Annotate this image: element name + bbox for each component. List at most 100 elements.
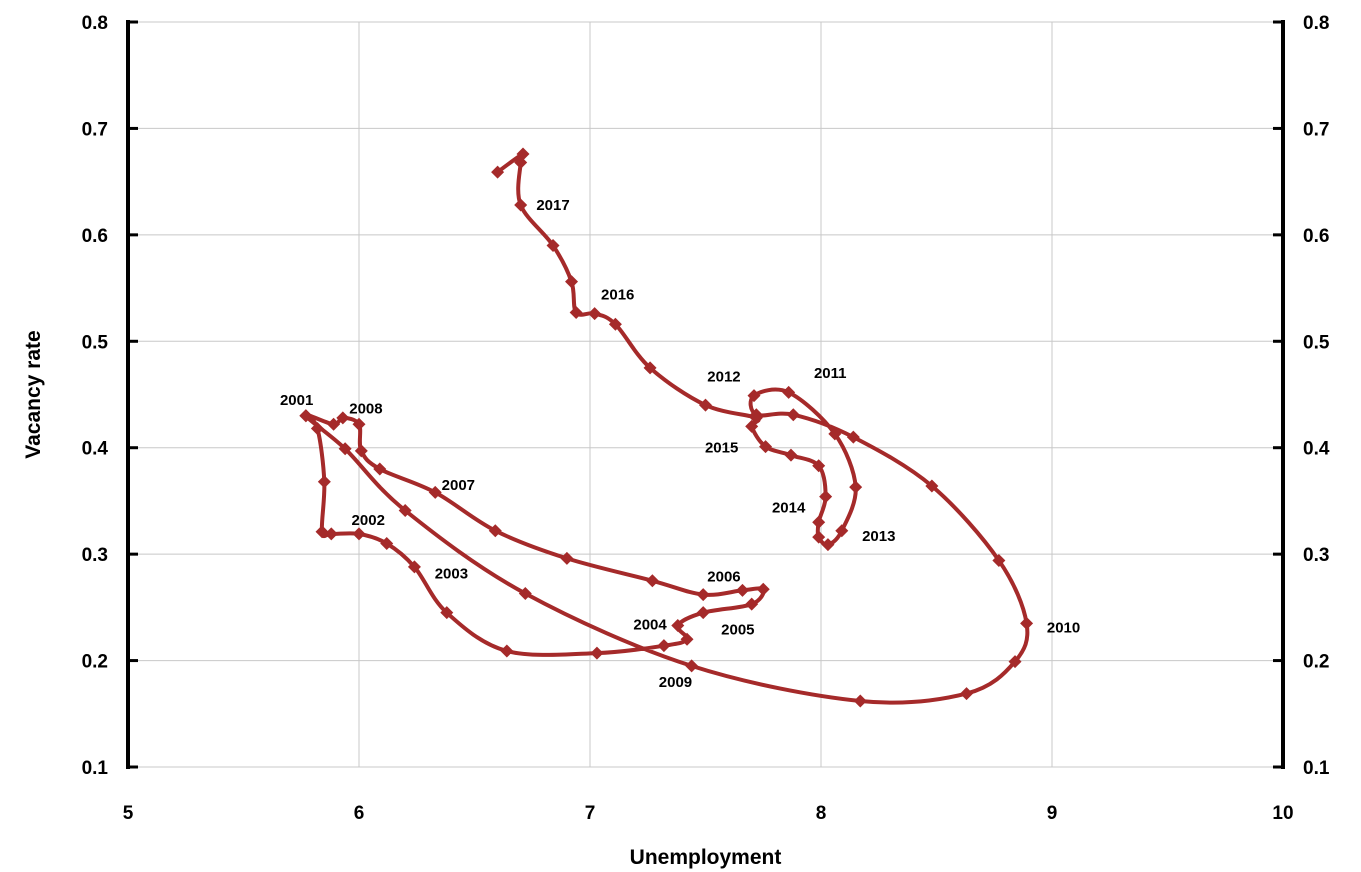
data-point-marker (960, 687, 974, 701)
year-label: 2001 (280, 392, 313, 409)
year-label: 2011 (814, 365, 847, 382)
data-point-marker (992, 554, 1006, 568)
data-point-marker (1008, 655, 1022, 669)
year-label: 2007 (442, 477, 475, 494)
data-point-marker (671, 618, 685, 632)
data-point-marker (696, 606, 710, 620)
year-label: 2010 (1047, 620, 1080, 637)
x-tick-label: 5 (123, 803, 134, 824)
data-point-marker (1020, 616, 1034, 630)
data-point-marker (569, 306, 583, 320)
x-axis-title: Unemployment (630, 846, 782, 869)
y-tick-label-left: 0.6 (82, 226, 108, 247)
y-tick-label-left: 0.2 (82, 652, 108, 673)
data-point-marker (317, 475, 331, 489)
data-point-marker (338, 442, 352, 456)
year-label: 2017 (536, 197, 569, 214)
y-tick-label-right: 0.1 (1303, 758, 1330, 779)
data-point-marker (749, 411, 763, 425)
data-point-marker (398, 504, 412, 518)
data-point-marker (491, 165, 505, 179)
data-point-marker (327, 417, 341, 431)
data-point-marker (812, 530, 826, 544)
year-label: 2004 (633, 616, 667, 633)
data-point-marker (657, 639, 671, 653)
data-point-marker (428, 485, 442, 499)
y-tick-labels-right: 0.1 0.2 0.3 0.4 0.5 0.6 0.7 0.8 (1303, 13, 1330, 779)
year-label: 2003 (435, 565, 468, 582)
data-point-marker (745, 419, 759, 433)
data-point-marker (560, 551, 574, 565)
data-point-marker (407, 560, 421, 574)
data-point-marker (380, 537, 394, 550)
year-label: 2016 (601, 286, 634, 303)
data-point-marker (516, 147, 530, 161)
data-point-marker (336, 411, 350, 425)
data-point-marker (819, 490, 833, 504)
data-point-marker (518, 587, 532, 601)
data-point-marker (782, 385, 796, 399)
y-tick-label-right: 0.4 (1303, 439, 1330, 460)
y-tick-label-left: 0.7 (82, 119, 108, 140)
year-label: 2008 (349, 400, 382, 417)
y-tick-label-right: 0.3 (1303, 545, 1329, 566)
data-point-marker (759, 440, 773, 454)
y-tick-label-left: 0.8 (82, 13, 108, 34)
y-tick-label-right: 0.7 (1303, 119, 1329, 140)
year-label: 2014 (772, 499, 806, 516)
data-point-marker (812, 515, 826, 529)
y-axis-title: Vacancy rate (22, 330, 45, 458)
data-point-marker (315, 525, 329, 539)
data-point-marker (756, 582, 770, 596)
y-tick-label-left: 0.5 (82, 332, 109, 353)
y-tick-label-left: 0.4 (82, 439, 109, 460)
data-point-marker (645, 574, 659, 588)
data-point-marker (786, 408, 800, 422)
data-point-marker (747, 389, 761, 403)
data-point-marker (735, 583, 749, 597)
x-tick-labels: 5 6 7 8 9 10 (123, 803, 1294, 824)
x-tick-label: 10 (1272, 803, 1293, 824)
axes (126, 20, 1285, 769)
data-point-marker (835, 524, 849, 538)
year-label: 2009 (659, 674, 692, 691)
data-point-marker (373, 462, 387, 476)
data-point-marker (440, 606, 454, 620)
data-point-marker (745, 597, 759, 611)
data-point-marker (500, 644, 514, 658)
data-markers (299, 147, 1034, 708)
data-point-marker (696, 588, 710, 602)
year-labels: 2001 2008 2007 2002 2003 2006 2004 2005 2009 2010… (280, 197, 1080, 691)
data-point-marker (514, 198, 528, 212)
data-point-marker (812, 459, 826, 473)
data-point-marker (846, 430, 860, 444)
y-tick-label-right: 0.2 (1303, 652, 1329, 673)
x-tick-label: 8 (816, 803, 827, 824)
year-label: 2002 (352, 512, 385, 529)
x-tick-label: 6 (354, 803, 365, 824)
year-label: 2012 (707, 368, 740, 385)
data-point-marker (546, 239, 560, 252)
data-point-marker (784, 448, 798, 462)
ticks (128, 20, 1283, 769)
y-tick-label-right: 0.8 (1303, 13, 1329, 34)
data-point-marker (643, 361, 657, 375)
y-tick-label-left: 0.1 (82, 758, 109, 779)
y-tick-label-right: 0.6 (1303, 226, 1329, 247)
x-tick-label: 7 (585, 803, 596, 824)
year-label: 2005 (721, 622, 754, 639)
data-point-marker (853, 694, 867, 708)
data-point-marker (680, 632, 694, 646)
data-point-marker (488, 524, 502, 538)
data-point-marker (565, 275, 579, 289)
grid (128, 21, 1283, 768)
data-point-marker (299, 409, 313, 423)
data-point-marker (352, 527, 366, 541)
year-label: 2013 (862, 528, 895, 545)
x-tick-label: 9 (1047, 803, 1058, 824)
data-point-marker (925, 479, 939, 493)
year-label: 2006 (707, 568, 740, 585)
data-point-marker (699, 398, 712, 412)
y-tick-label-left: 0.3 (82, 545, 108, 566)
